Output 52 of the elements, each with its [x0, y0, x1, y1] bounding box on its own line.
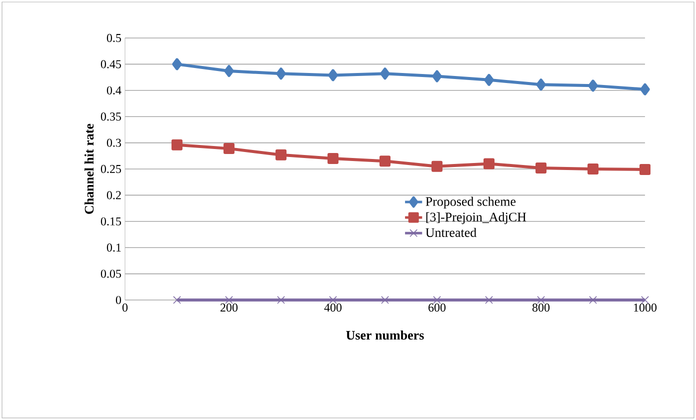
point	[173, 296, 181, 304]
legend-label: Untreated	[426, 228, 476, 237]
point	[276, 68, 286, 80]
y-tick-label: 0.15	[100, 217, 122, 226]
point	[172, 58, 182, 70]
y-tick-label: 0.25	[100, 164, 122, 174]
point	[276, 149, 287, 160]
point	[380, 68, 390, 80]
point	[537, 296, 545, 304]
y-tick-label: 0.1	[106, 244, 121, 252]
x-axis-title: User numbers	[346, 330, 424, 340]
legend-label: [3]-Prejoin_AdjCH	[426, 212, 526, 224]
y-tick-label: 0.5	[106, 34, 122, 42]
point	[172, 139, 183, 150]
point	[381, 296, 389, 304]
y-tick-label: 0.45	[100, 60, 122, 68]
point	[380, 156, 391, 167]
point	[589, 296, 597, 304]
y-tick-label: 0.2	[106, 191, 121, 200]
point	[640, 164, 650, 176]
point	[536, 78, 546, 91]
point	[432, 70, 442, 82]
legend-label: Proposed scheme	[426, 196, 516, 209]
x-tick-label: 400	[324, 304, 342, 312]
point	[640, 83, 650, 96]
y-tick-label: 0.4	[106, 86, 122, 94]
point	[329, 296, 337, 304]
point	[328, 69, 338, 82]
point	[536, 162, 546, 174]
point	[588, 80, 598, 92]
point	[224, 65, 234, 78]
point	[433, 296, 441, 304]
point	[328, 153, 338, 164]
x-tick-label: 0	[122, 304, 128, 312]
x-tick-label: 200	[220, 304, 238, 312]
y-tick-label: 0.3	[106, 138, 122, 147]
y-axis-title: Channel hit rate	[84, 124, 94, 214]
point	[641, 296, 649, 304]
point	[484, 158, 494, 170]
x-tick-label: 600	[428, 304, 446, 312]
point	[485, 296, 493, 304]
x-tick-label: 1000	[634, 304, 657, 312]
y-tick-label: 0	[116, 296, 122, 304]
point	[225, 296, 233, 304]
point	[587, 163, 598, 174]
y-tick-label: 0.35	[100, 112, 122, 121]
x-tick-label: 800	[532, 304, 550, 312]
point	[484, 74, 494, 86]
y-tick-label: 0.05	[100, 270, 122, 278]
point	[224, 143, 235, 154]
point	[432, 160, 442, 172]
point	[277, 296, 285, 304]
